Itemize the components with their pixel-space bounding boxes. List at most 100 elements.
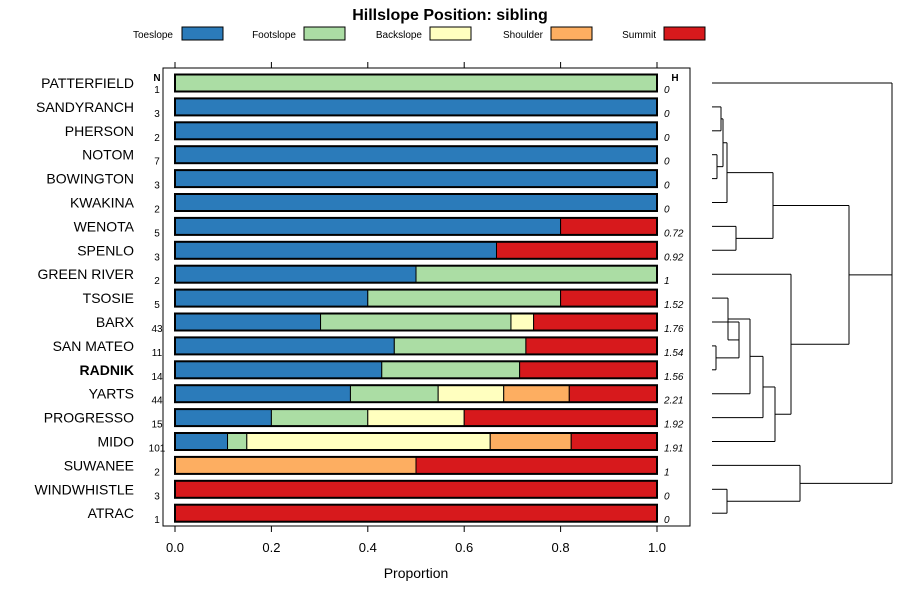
row-n-value: 3: [154, 181, 160, 192]
bar-segment: [533, 313, 658, 331]
bar-segment: [174, 456, 417, 475]
bar-segment: [174, 169, 658, 188]
bar-outline: [174, 312, 658, 332]
row-label: BOWINGTON: [46, 171, 134, 187]
row-label: SAN MATEO: [53, 338, 135, 354]
bar-outline: [174, 169, 658, 189]
bar-outline: [174, 336, 658, 356]
bar-outline: [174, 97, 658, 117]
bar-row: SAN MATEO 11 1.54: [53, 336, 684, 359]
legend-label: Summit: [622, 30, 656, 41]
bar-row: PHERSON 2 0: [65, 121, 670, 144]
row-label: TSOSIE: [83, 290, 134, 306]
row-n-value: 5: [154, 300, 160, 311]
bar-segment: [519, 360, 658, 379]
row-label: GREEN RIVER: [38, 266, 134, 282]
row-h-value: 0: [664, 181, 670, 192]
bar-segment: [503, 384, 570, 403]
bar-segment: [415, 265, 658, 284]
bar-row: SPENLO 3 0.92: [77, 240, 684, 263]
row-label: YARTS: [89, 386, 134, 402]
bar-row: ATRAC 1 0: [88, 503, 670, 526]
bar-outline: [174, 264, 658, 284]
row-n-value: 43: [151, 324, 163, 335]
row-n-value: 101: [149, 444, 166, 455]
bar-segment: [415, 456, 658, 475]
row-h-value: 0: [664, 515, 670, 526]
row-n-value: 2: [154, 276, 160, 287]
legend-swatch: [181, 26, 224, 41]
bar-segment: [570, 432, 658, 451]
row-h-value: 1.92: [664, 420, 684, 431]
bar-outline: [174, 503, 658, 523]
row-n-value: 11: [152, 348, 163, 359]
bar-row: WINDWHISTLE 3 0: [34, 479, 670, 502]
bar-row: SUWANEE 2 1: [64, 455, 670, 478]
row-label: SPENLO: [77, 242, 134, 258]
row-h-value: 1.52: [664, 300, 684, 311]
row-n-value: 2: [154, 133, 160, 144]
row-label: MIDO: [97, 434, 134, 450]
row-n-value: 2: [154, 467, 160, 478]
row-label: NOTOM: [82, 147, 134, 163]
bar-segment: [568, 384, 658, 403]
row-label: PROGRESSO: [44, 410, 134, 426]
row-label: ATRAC: [88, 505, 134, 521]
h-header: H: [671, 73, 678, 84]
chart-title: Hillslope Position: sibling: [352, 7, 548, 24]
row-label: WENOTA: [74, 218, 135, 234]
bar-outline: [174, 288, 658, 308]
row-h-value: 1.76: [664, 324, 684, 335]
bar-row: WENOTA 5 0.72: [74, 216, 684, 239]
bar-segment: [174, 408, 272, 427]
row-label: PHERSON: [65, 123, 134, 139]
bar-row: YARTS 44 2.21: [89, 384, 683, 407]
bar-outline: [174, 384, 658, 404]
x-tick-label: 0.4: [359, 540, 377, 555]
row-label: KWAKINA: [70, 195, 135, 211]
bar-row: MIDO 101 1.91: [97, 432, 683, 455]
row-n-value: 2: [154, 205, 160, 216]
row-n-value: 3: [154, 109, 160, 120]
row-h-value: 1: [664, 276, 670, 287]
bar-row: BARX 43 1.76: [96, 312, 684, 335]
bar-segment: [174, 504, 658, 523]
bar-outline: [174, 121, 658, 141]
row-h-value: 1.56: [664, 372, 684, 383]
row-n-value: 3: [154, 252, 160, 263]
row-n-value: 7: [154, 157, 160, 168]
bar-segment: [246, 432, 491, 451]
n-header: N: [153, 73, 160, 84]
row-h-value: 0: [664, 133, 670, 144]
bar-segment: [174, 121, 658, 140]
row-label: PATTERFIELD: [41, 75, 134, 91]
row-h-value: 0: [664, 157, 670, 168]
bar-row: RADNIK 14 1.56: [80, 360, 684, 383]
bar-row: BOWINGTON 3 0: [46, 169, 670, 192]
bar-segment: [174, 241, 497, 260]
row-h-value: 0: [664, 109, 670, 120]
row-n-value: 15: [151, 420, 163, 431]
bar-segment: [367, 408, 465, 427]
row-h-value: 1.54: [664, 348, 684, 359]
row-h-value: 2.21: [663, 396, 683, 407]
bar-outline: [174, 408, 658, 428]
row-h-value: 0: [664, 491, 670, 502]
bar-outline: [174, 455, 658, 475]
bar-row: SANDYRANCH 3 0: [36, 97, 670, 120]
x-tick-label: 1.0: [648, 540, 666, 555]
bar-segment: [174, 193, 658, 212]
bar-segment: [174, 480, 658, 499]
row-n-value: 1: [154, 85, 160, 96]
bar-segment: [510, 313, 535, 331]
bar-rows: PATTERFIELD 1 0 SANDYRANCH 3 0 PHERSON 2 0 NOTOM 7…: [34, 73, 684, 526]
plot-frame: [162, 67, 691, 527]
bar-row: GREEN RIVER 2 1: [38, 264, 670, 287]
legend-swatch: [550, 26, 593, 41]
bar-row: KWAKINA 2 0: [70, 193, 670, 216]
x-axis: 0.0 0.2 0.4 0.6 0.8 1.0: [166, 62, 666, 555]
bar-segment: [495, 241, 658, 260]
bar-segment: [437, 384, 505, 403]
legend-swatch: [663, 26, 706, 41]
legend-swatch: [303, 26, 346, 41]
